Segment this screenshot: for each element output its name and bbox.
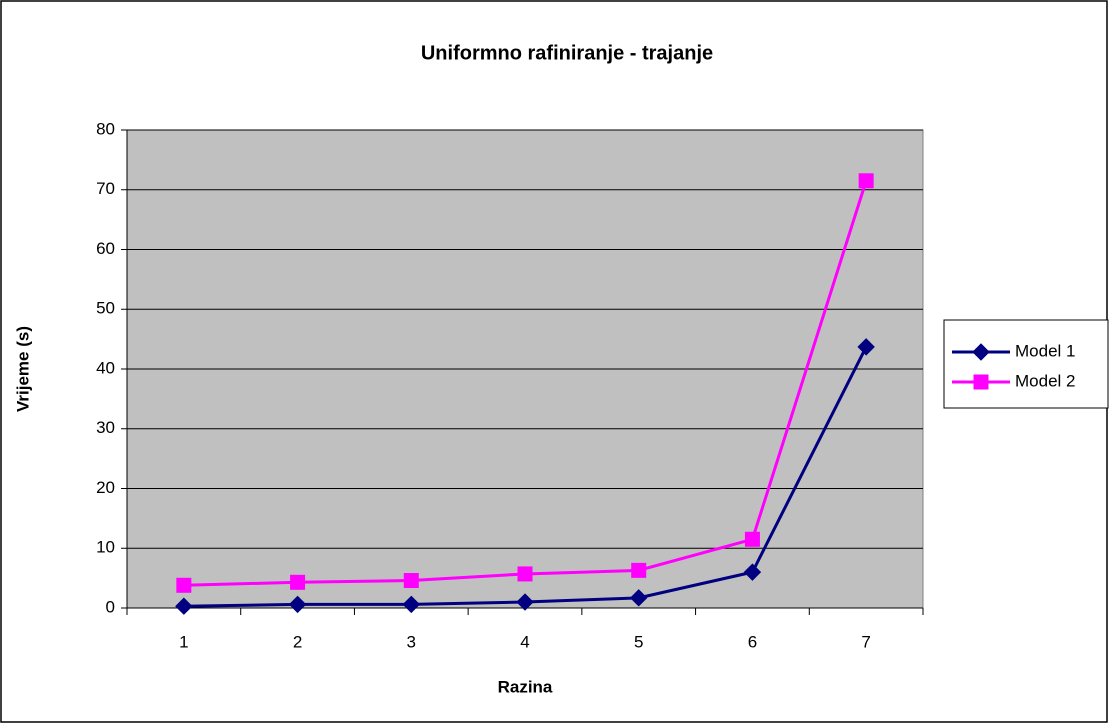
x-tick-label: 3 (407, 632, 416, 651)
x-tick-label: 6 (748, 632, 757, 651)
x-tick-label: 7 (861, 632, 870, 651)
y-tick-label: 20 (96, 478, 115, 497)
data-point (176, 577, 192, 593)
x-axis-label: Razina (498, 677, 553, 696)
y-tick-label: 80 (96, 119, 115, 138)
legend-label: Model 1 (1015, 341, 1075, 360)
data-point (517, 566, 533, 582)
x-tick-label: 5 (634, 632, 643, 651)
y-tick-label: 70 (96, 179, 115, 198)
legend-label: Model 2 (1015, 371, 1075, 390)
data-point (631, 562, 647, 578)
x-tick-label: 1 (179, 632, 188, 651)
x-tick-label: 4 (520, 632, 529, 651)
y-tick-label: 40 (96, 358, 115, 377)
legend-marker (972, 343, 990, 361)
data-point (857, 338, 875, 356)
data-point (290, 574, 306, 590)
data-point (744, 531, 760, 547)
legend (943, 319, 1109, 409)
legend-marker (973, 374, 989, 390)
y-tick-label: 30 (96, 418, 115, 437)
y-tick-label: 10 (96, 538, 115, 557)
data-point (403, 573, 419, 589)
y-tick-label: 50 (96, 299, 115, 318)
chart-title: Uniformno rafiniranje - trajanje (421, 42, 713, 64)
y-tick-label: 60 (96, 239, 115, 258)
data-point (288, 595, 307, 614)
data-point (402, 595, 420, 614)
data-point (630, 589, 648, 607)
data-point (516, 593, 534, 611)
data-point (858, 173, 874, 189)
data-point (175, 597, 193, 615)
data-point (743, 563, 762, 581)
y-tick-label: 0 (106, 597, 115, 616)
x-tick-label: 2 (293, 632, 302, 651)
y-axis-label: Vrijeme (s) (13, 326, 32, 412)
